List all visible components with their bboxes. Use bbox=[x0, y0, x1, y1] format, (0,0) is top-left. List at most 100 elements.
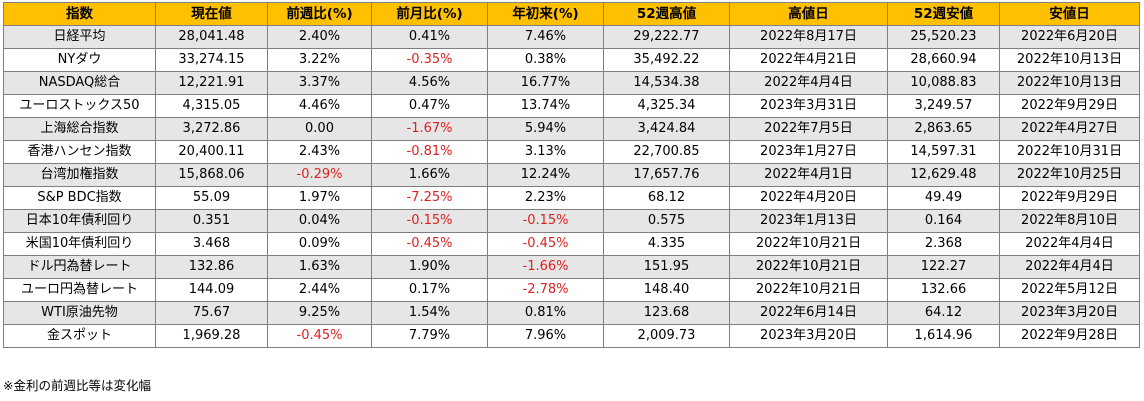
cell-index-name: NYダウ bbox=[3, 48, 156, 72]
cell-wow: 3.22% bbox=[267, 48, 372, 72]
cell-mom: -0.15% bbox=[371, 209, 488, 233]
table-row: 上海総合指数 3,272.86 0.00 -1.67% 5.94% 3,424.84 202… bbox=[3, 117, 1140, 141]
cell-wow: 3.37% bbox=[267, 71, 372, 95]
cell-high-date: 2022年4月20日 bbox=[729, 186, 888, 210]
table-row: 日経平均 28,041.48 2.40% 0.41% 7.46% 29,222.77 202… bbox=[3, 25, 1140, 49]
cell-high52: 151.95 bbox=[603, 255, 730, 279]
cell-high-date: 2022年10月21日 bbox=[729, 232, 888, 256]
cell-current: 3,272.86 bbox=[155, 117, 268, 141]
table-row: WTI原油先物 75.67 9.25% 1.54% 0.81% 123.68 2022年6月… bbox=[3, 301, 1140, 325]
cell-low-date: 2022年10月31日 bbox=[999, 140, 1140, 164]
cell-wow: 1.97% bbox=[267, 186, 372, 210]
cell-current: 1,969.28 bbox=[155, 324, 268, 348]
cell-index-name: ドル円為替レート bbox=[3, 255, 156, 279]
cell-mom: -0.35% bbox=[371, 48, 488, 72]
table-row: ユーロストックス50 4,315.05 4.46% 0.47% 13.74% 4,325.… bbox=[3, 94, 1140, 118]
cell-low52: 10,088.83 bbox=[887, 71, 1000, 95]
cell-mom: -0.81% bbox=[371, 140, 488, 164]
cell-index-name: 日本10年債利回り bbox=[3, 209, 156, 233]
cell-low-date: 2022年8月10日 bbox=[999, 209, 1140, 233]
cell-low-date: 2023年3月20日 bbox=[999, 301, 1140, 325]
cell-high52: 148.40 bbox=[603, 278, 730, 302]
table-row: 香港ハンセン指数 20,400.11 2.43% -0.81% 3.13% 22,700.… bbox=[3, 140, 1140, 164]
cell-wow: 2.40% bbox=[267, 25, 372, 49]
cell-low52: 14,597.31 bbox=[887, 140, 1000, 164]
market-summary-table: 指数 現在値 前週比(%) 前月比(%) 年初来(%) 52週高値 高値日 52… bbox=[3, 2, 1140, 348]
cell-ytd: 5.94% bbox=[487, 117, 604, 141]
header-row: 指数 現在値 前週比(%) 前月比(%) 年初来(%) 52週高値 高値日 52… bbox=[3, 2, 1140, 26]
cell-low52: 2,863.65 bbox=[887, 117, 1000, 141]
table-body: 日経平均 28,041.48 2.40% 0.41% 7.46% 29,222.77 202… bbox=[3, 25, 1140, 348]
cell-high-date: 2022年6月14日 bbox=[729, 301, 888, 325]
cell-low52: 25,520.23 bbox=[887, 25, 1000, 49]
cell-low-date: 2022年4月4日 bbox=[999, 232, 1140, 256]
col-header-low52: 52週安値 bbox=[887, 2, 1000, 26]
cell-high-date: 2022年10月21日 bbox=[729, 278, 888, 302]
cell-low52: 3,249.57 bbox=[887, 94, 1000, 118]
cell-current: 20,400.11 bbox=[155, 140, 268, 164]
cell-mom: 4.56% bbox=[371, 71, 488, 95]
cell-high52: 17,657.76 bbox=[603, 163, 730, 187]
cell-ytd: 0.38% bbox=[487, 48, 604, 72]
cell-ytd: 13.74% bbox=[487, 94, 604, 118]
cell-high52: 0.575 bbox=[603, 209, 730, 233]
cell-low-date: 2022年9月29日 bbox=[999, 94, 1140, 118]
cell-low-date: 2022年4月27日 bbox=[999, 117, 1140, 141]
cell-mom: 1.54% bbox=[371, 301, 488, 325]
cell-wow: 0.04% bbox=[267, 209, 372, 233]
cell-index-name: 金スポット bbox=[3, 324, 156, 348]
cell-wow: -0.29% bbox=[267, 163, 372, 187]
cell-wow: -0.45% bbox=[267, 324, 372, 348]
cell-low52: 64.12 bbox=[887, 301, 1000, 325]
cell-high-date: 2022年8月17日 bbox=[729, 25, 888, 49]
cell-wow: 2.44% bbox=[267, 278, 372, 302]
cell-high52: 22,700.85 bbox=[603, 140, 730, 164]
col-header-low-date: 安値日 bbox=[999, 2, 1140, 26]
col-header-mom: 前月比(%) bbox=[371, 2, 488, 26]
cell-ytd: -0.15% bbox=[487, 209, 604, 233]
cell-low52: 122.27 bbox=[887, 255, 1000, 279]
cell-low-date: 2022年10月25日 bbox=[999, 163, 1140, 187]
cell-ytd: 16.77% bbox=[487, 71, 604, 95]
cell-high52: 123.68 bbox=[603, 301, 730, 325]
cell-current: 4,315.05 bbox=[155, 94, 268, 118]
cell-low-date: 2022年9月29日 bbox=[999, 186, 1140, 210]
table-row: ドル円為替レート 132.86 1.63% 1.90% -1.66% 151.95 2022… bbox=[3, 255, 1140, 279]
cell-current: 55.09 bbox=[155, 186, 268, 210]
cell-high52: 4,325.34 bbox=[603, 94, 730, 118]
cell-ytd: 2.23% bbox=[487, 186, 604, 210]
cell-ytd: 7.46% bbox=[487, 25, 604, 49]
cell-low-date: 2022年9月28日 bbox=[999, 324, 1140, 348]
cell-current: 28,041.48 bbox=[155, 25, 268, 49]
cell-mom: 0.41% bbox=[371, 25, 488, 49]
cell-low52: 0.164 bbox=[887, 209, 1000, 233]
cell-high52: 14,534.38 bbox=[603, 71, 730, 95]
cell-ytd: -1.66% bbox=[487, 255, 604, 279]
cell-ytd: -0.45% bbox=[487, 232, 604, 256]
cell-high-date: 2023年3月31日 bbox=[729, 94, 888, 118]
cell-index-name: 香港ハンセン指数 bbox=[3, 140, 156, 164]
cell-low-date: 2022年6月20日 bbox=[999, 25, 1140, 49]
cell-index-name: S&P BDC指数 bbox=[3, 186, 156, 210]
cell-wow: 4.46% bbox=[267, 94, 372, 118]
cell-mom: 0.47% bbox=[371, 94, 488, 118]
cell-high52: 68.12 bbox=[603, 186, 730, 210]
cell-mom: 0.17% bbox=[371, 278, 488, 302]
cell-low-date: 2022年10月13日 bbox=[999, 48, 1140, 72]
cell-mom: -7.25% bbox=[371, 186, 488, 210]
cell-mom: 1.90% bbox=[371, 255, 488, 279]
cell-ytd: 3.13% bbox=[487, 140, 604, 164]
cell-high-date: 2022年4月4日 bbox=[729, 71, 888, 95]
cell-high-date: 2023年3月20日 bbox=[729, 324, 888, 348]
cell-low52: 12,629.48 bbox=[887, 163, 1000, 187]
cell-current: 0.351 bbox=[155, 209, 268, 233]
footnote: ※金利の前週比等は変化幅 bbox=[3, 378, 151, 393]
cell-wow: 2.43% bbox=[267, 140, 372, 164]
cell-high-date: 2023年1月27日 bbox=[729, 140, 888, 164]
cell-wow: 0.00 bbox=[267, 117, 372, 141]
cell-current: 15,868.06 bbox=[155, 163, 268, 187]
table-row: S&P BDC指数 55.09 1.97% -7.25% 2.23% 68.12 2022年… bbox=[3, 186, 1140, 210]
table-row: NYダウ 33,274.15 3.22% -0.35% 0.38% 35,492.22 20… bbox=[3, 48, 1140, 72]
cell-high52: 3,424.84 bbox=[603, 117, 730, 141]
cell-index-name: WTI原油先物 bbox=[3, 301, 156, 325]
